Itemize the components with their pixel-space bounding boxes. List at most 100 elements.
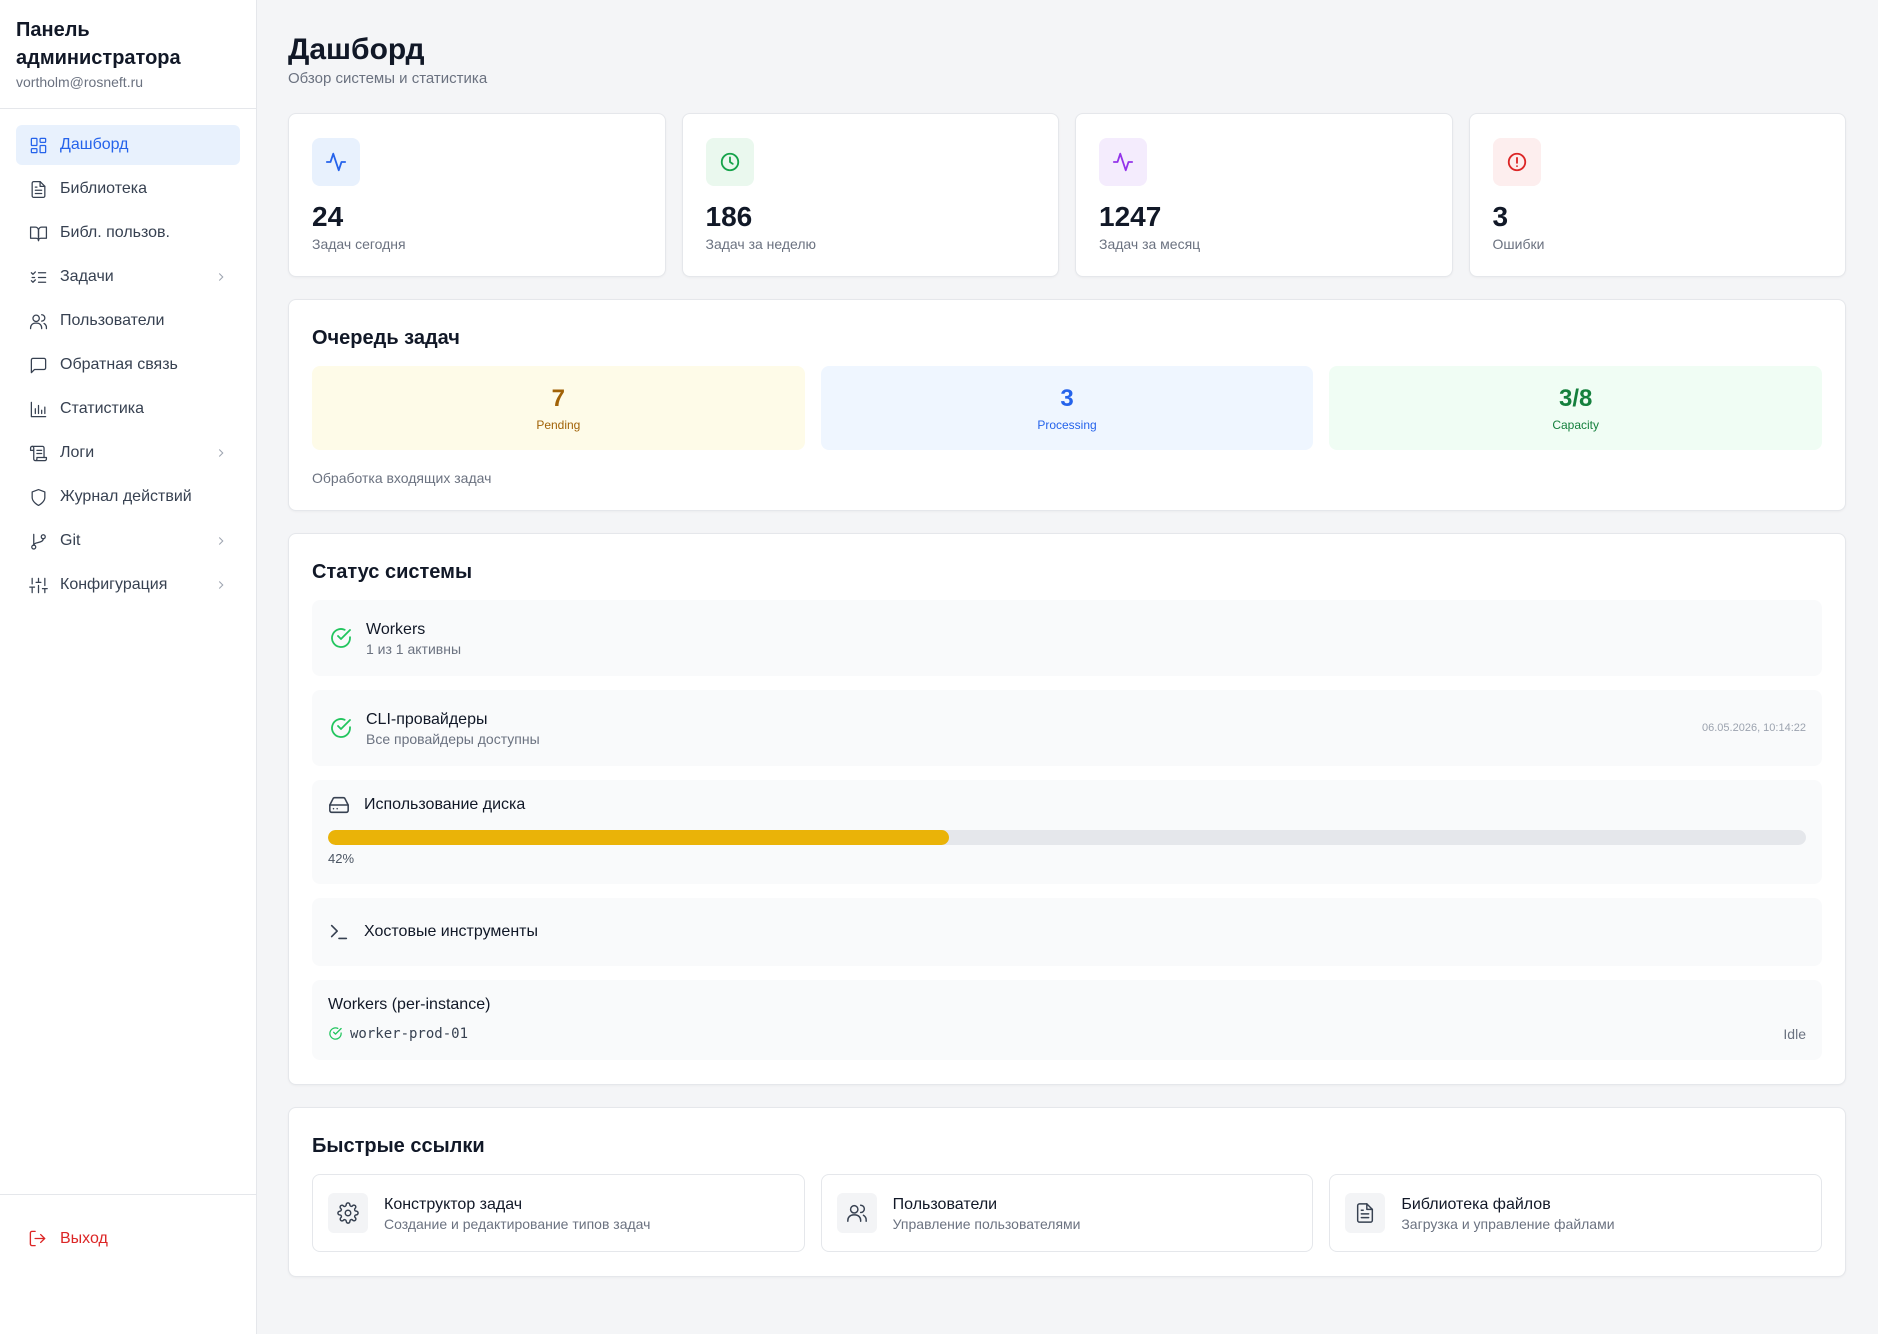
disk-percent: 42% xyxy=(328,851,355,866)
quick-link-file-library[interactable]: Библиотека файлов Загрузка и управление … xyxy=(1329,1174,1823,1252)
sliders-icon xyxy=(28,575,48,595)
sidebar-item-tasks[interactable]: Задачи xyxy=(16,257,240,297)
status-workers: Workers 1 из 1 активны xyxy=(312,600,1822,676)
stat-card-month: 1247 Задач за месяц xyxy=(1075,113,1453,277)
quick-link-title: Конструктор задач xyxy=(384,1196,523,1213)
status-host-tools[interactable]: Хостовые инструменты xyxy=(312,898,1822,966)
quick-links-row: Конструктор задач Создание и редактирова… xyxy=(312,1174,1823,1252)
worker-row: worker-prod-01 Idle xyxy=(328,1026,1806,1042)
sidebar-item-label: Git xyxy=(60,532,81,549)
bar-chart-icon xyxy=(28,399,48,419)
stat-label: Задач за неделю xyxy=(705,236,817,252)
users-icon xyxy=(28,311,48,331)
queue-value: 3 xyxy=(1060,385,1074,412)
queue-note: Обработка входящих задач xyxy=(312,470,492,486)
status-cli-providers: CLI-провайдеры Все провайдеры доступны 0… xyxy=(312,690,1822,766)
logout-label: Выход xyxy=(60,1230,108,1247)
terminal-icon xyxy=(328,921,350,943)
sidebar-item-label: Пользователи xyxy=(60,312,165,329)
worker-name: worker-prod-01 xyxy=(350,1026,469,1042)
sidebar: Панель администратора vortholm@rosneft.r… xyxy=(0,0,257,1334)
queue-boxes: 7 Pending 3 Processing 3/8 Capacity xyxy=(312,366,1823,450)
quick-link-title: Пользователи xyxy=(892,1196,998,1213)
user-email: vortholm@rosneft.ru xyxy=(16,74,144,90)
clock-icon xyxy=(705,138,754,186)
log-out-icon xyxy=(28,1229,48,1249)
sidebar-brand: Панель администратора vortholm@rosneft.r… xyxy=(0,0,256,109)
system-status-panel: Статус системы Workers 1 из 1 активны xyxy=(288,533,1846,1085)
sidebar-item-configuration[interactable]: Конфигурация xyxy=(16,565,240,605)
stat-label: Задач за месяц xyxy=(1099,236,1201,252)
quick-link-desc: Загрузка и управление файлами xyxy=(1401,1216,1615,1232)
activity-icon xyxy=(1099,138,1147,186)
stat-value: 1247 xyxy=(1099,201,1162,232)
sidebar-item-label: Библ. пользов. xyxy=(60,224,170,241)
book-open-icon xyxy=(28,223,48,243)
sidebar-title: Панель администратора xyxy=(16,19,181,69)
status-name: Хостовые инструменты xyxy=(364,923,538,940)
queue-label: Pending xyxy=(536,418,581,432)
sidebar-item-library[interactable]: Библиотека xyxy=(16,169,240,209)
sidebar-item-logs[interactable]: Логи xyxy=(16,433,240,473)
sidebar-item-user-library[interactable]: Библ. пользов. xyxy=(16,213,240,253)
panel-title: Очередь задач xyxy=(312,327,460,349)
status-desc: Все провайдеры доступны xyxy=(366,731,540,747)
alert-circle-icon xyxy=(1492,138,1541,186)
logout-button[interactable]: Выход xyxy=(16,1219,240,1259)
scroll-icon xyxy=(28,443,48,463)
chevron-right-icon xyxy=(214,270,228,284)
status-disk-usage: Использование диска 42% xyxy=(312,780,1822,884)
queue-value: 3/8 xyxy=(1558,385,1593,412)
sidebar-item-audit-log[interactable]: Журнал действий xyxy=(16,477,240,517)
sidebar-item-label: Логи xyxy=(60,444,95,461)
list-checks-icon xyxy=(28,267,48,287)
sidebar-item-label: Статистика xyxy=(60,400,145,417)
file-text-icon xyxy=(1345,1193,1386,1233)
sidebar-item-label: Библиотека xyxy=(60,180,147,197)
page-subtitle: Обзор системы и статистика xyxy=(288,70,488,87)
sidebar-item-users[interactable]: Пользователи xyxy=(16,301,240,341)
check-circle-icon xyxy=(328,1026,344,1042)
quick-link-desc: Создание и редактирование типов задач xyxy=(384,1216,651,1232)
status-name: CLI-провайдеры xyxy=(366,711,488,728)
quick-link-desc: Управление пользователями xyxy=(892,1216,1081,1232)
status-name: Workers xyxy=(366,621,426,638)
disk-progress-bar xyxy=(328,830,1806,845)
status-workers-per-instance: Workers (per-instance) worker-prod-01 Id… xyxy=(312,980,1822,1060)
sidebar-footer: Выход xyxy=(0,1194,256,1334)
queue-capacity: 3/8 Capacity xyxy=(1329,366,1823,450)
stat-label: Задач сегодня xyxy=(312,236,406,252)
stat-card-week: 186 Задач за неделю xyxy=(681,113,1059,277)
quick-link-users[interactable]: Пользователи Управление пользователями xyxy=(820,1174,1314,1252)
quick-link-title: Библиотека файлов xyxy=(1401,1196,1551,1213)
panel-title: Быстрые ссылки xyxy=(312,1135,485,1157)
stat-card-today: 24 Задач сегодня xyxy=(288,113,666,277)
stat-value: 3 xyxy=(1492,201,1509,232)
status-name: Workers (per-instance) xyxy=(328,996,491,1013)
worker-state: Idle xyxy=(1783,1026,1806,1042)
chevron-right-icon xyxy=(214,578,228,592)
chevron-right-icon xyxy=(214,446,228,460)
sidebar-item-git[interactable]: Git xyxy=(16,521,240,561)
sidebar-item-statistics[interactable]: Статистика xyxy=(16,389,240,429)
status-name: Использование диска xyxy=(364,796,526,813)
git-branch-icon xyxy=(28,531,48,551)
task-queue-panel: Очередь задач 7 Pending 3 Processing 3/8… xyxy=(288,299,1846,511)
status-desc: 1 из 1 активны xyxy=(366,641,462,657)
disk-progress-fill xyxy=(328,830,949,845)
check-circle-icon xyxy=(328,625,354,651)
quick-link-task-builder[interactable]: Конструктор задач Создание и редактирова… xyxy=(312,1174,805,1252)
queue-pending: 7 Pending xyxy=(312,366,805,450)
stat-label: Ошибки xyxy=(1492,236,1545,252)
sidebar-item-dashboard[interactable]: Дашборд xyxy=(16,125,240,165)
sidebar-item-label: Задачи xyxy=(60,268,114,285)
file-text-icon xyxy=(28,179,48,199)
check-circle-icon xyxy=(328,715,354,741)
sidebar-item-label: Дашборд xyxy=(60,136,129,153)
sidebar-nav: Дашборд Библиотека Библ. пользов. Задачи xyxy=(0,109,256,609)
activity-icon xyxy=(312,138,360,186)
queue-processing: 3 Processing xyxy=(820,366,1314,450)
sidebar-item-feedback[interactable]: Обратная связь xyxy=(16,345,240,385)
gear-icon xyxy=(328,1193,368,1233)
